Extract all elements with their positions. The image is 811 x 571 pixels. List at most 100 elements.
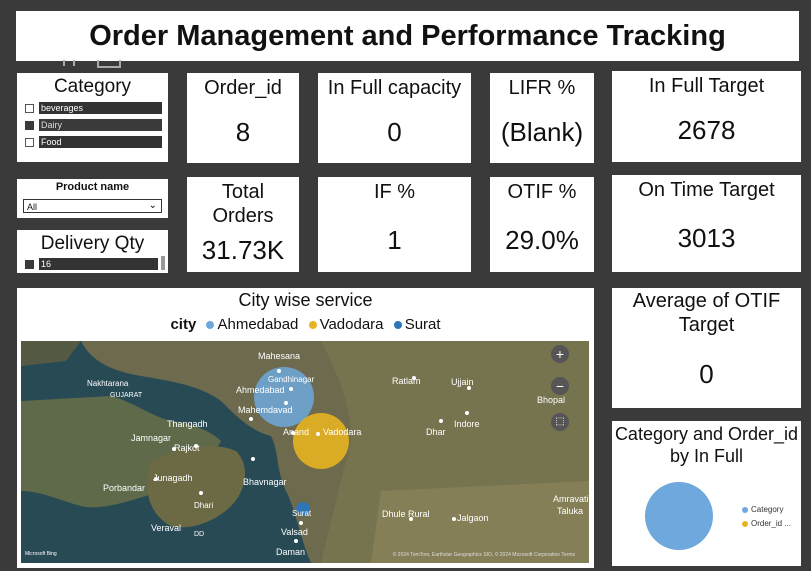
bing-logo: Microsoft Bing bbox=[25, 551, 57, 557]
delivery-item-label: 16 bbox=[39, 258, 158, 270]
kpi-value: 29.0% bbox=[505, 225, 579, 255]
map-place-label: Gandhinagar bbox=[268, 375, 315, 384]
scrollbar[interactable] bbox=[161, 256, 165, 270]
category-item-label: beverages bbox=[39, 102, 162, 114]
legend-item[interactable]: Surat bbox=[404, 316, 441, 333]
kpi-value: 0 bbox=[387, 117, 402, 147]
legend-item[interactable]: Vadodara bbox=[319, 316, 384, 333]
page-title: Order Management and Performance Trackin… bbox=[89, 19, 726, 52]
kpi-value: 3013 bbox=[677, 223, 736, 253]
kpi-label: Average of OTIF Target bbox=[632, 290, 781, 336]
kpi-avg-otif-target: Average of OTIF Target 0 bbox=[612, 288, 801, 408]
legend-dot-icon bbox=[742, 506, 748, 513]
checkbox-icon[interactable] bbox=[25, 137, 34, 147]
legend-dot-icon bbox=[308, 321, 317, 330]
bubble-surat bbox=[296, 502, 310, 516]
legend-title: city bbox=[170, 316, 197, 333]
map-place-label: Dhari bbox=[194, 501, 214, 510]
delivery-item[interactable]: 16 bbox=[25, 258, 158, 270]
map-place-label: Vadodara bbox=[323, 427, 362, 437]
map-title: City wise service bbox=[238, 290, 373, 310]
map-place-label: Surat bbox=[292, 509, 312, 518]
kpi-label: IF % bbox=[373, 181, 416, 203]
kpi-label: Order_id bbox=[204, 77, 282, 99]
map-place-label: Junagadh bbox=[153, 473, 193, 483]
map-place-label: Dhule Rural bbox=[382, 509, 430, 519]
filter-icon[interactable] bbox=[63, 60, 75, 66]
table-icon[interactable] bbox=[97, 60, 121, 68]
map-place-label: Ahmedabad bbox=[236, 385, 285, 395]
map-place-label: DD bbox=[194, 531, 205, 538]
category-item-food[interactable]: Food bbox=[25, 136, 162, 148]
legend-dot-icon bbox=[393, 321, 402, 330]
category-pie-visual: Category and Order_id by In Full Categor… bbox=[612, 421, 801, 566]
product-dropdown[interactable]: All ⌄ bbox=[23, 199, 162, 213]
kpi-label: OTIF % bbox=[507, 181, 577, 203]
kpi-value: 31.73K bbox=[201, 235, 285, 265]
delivery-slicer-title: Delivery Qty bbox=[40, 233, 145, 254]
pie-legend-item[interactable]: Category bbox=[742, 505, 783, 514]
map-place-label: Rajkot bbox=[174, 443, 200, 453]
product-slicer-title: Product name bbox=[55, 181, 130, 193]
checkbox-checked-icon[interactable] bbox=[25, 120, 34, 130]
bubble-ahmedabad bbox=[254, 367, 314, 427]
pie-legend-item[interactable]: Order_id ... bbox=[742, 519, 791, 528]
map-place-label: Mahesana bbox=[258, 351, 301, 361]
map-place-label: Nakhtarana bbox=[87, 379, 129, 388]
map-place-label: Daman bbox=[276, 547, 306, 557]
kpi-value: 0 bbox=[699, 359, 714, 389]
kpi-order-id: Order_id 8 bbox=[187, 73, 299, 163]
chevron-down-icon[interactable]: ⌄ bbox=[148, 200, 157, 211]
product-dropdown-value: All bbox=[27, 202, 38, 212]
kpi-value: (Blank) bbox=[500, 117, 584, 147]
map-place-label: Thangadh bbox=[167, 419, 208, 429]
zoom-in-button[interactable]: + bbox=[551, 345, 569, 363]
kpi-label: LIFR % bbox=[508, 77, 576, 99]
select-tool-button[interactable]: ⬚ bbox=[551, 413, 569, 431]
map-place-label: Dhar bbox=[426, 427, 446, 437]
category-item-dairy[interactable]: Dairy bbox=[25, 119, 162, 131]
kpi-label: Total Orders bbox=[212, 181, 274, 227]
checkbox-icon[interactable] bbox=[25, 103, 34, 113]
title-banner: Order Management and Performance Trackin… bbox=[16, 11, 799, 61]
map-place-label: Indore bbox=[454, 419, 480, 429]
kpi-on-time-target: On Time Target 3013 bbox=[612, 175, 801, 272]
zoom-out-button[interactable]: − bbox=[551, 377, 569, 395]
map-place-label: Valsad bbox=[281, 527, 308, 537]
kpi-otif: OTIF % 29.0% bbox=[490, 177, 594, 272]
kpi-total-orders: Total Orders 31.73K bbox=[187, 177, 299, 272]
legend-dot-icon bbox=[742, 520, 748, 527]
city-map-visual: City wise service city Ahmedabad Vadodar… bbox=[17, 288, 594, 568]
category-slicer: Category beverages Dairy Food bbox=[17, 73, 168, 162]
map-terrain[interactable] bbox=[21, 341, 589, 563]
kpi-if-pct: IF % 1 bbox=[318, 177, 471, 272]
kpi-value: 2678 bbox=[677, 115, 736, 145]
kpi-in-full-capacity: In Full capacity 0 bbox=[318, 73, 471, 163]
category-item-label: Dairy bbox=[39, 119, 162, 131]
legend-item[interactable]: Ahmedabad bbox=[217, 316, 299, 333]
pie-legend-label: Category bbox=[751, 505, 784, 514]
pie-chart[interactable] bbox=[612, 466, 801, 566]
category-item-beverages[interactable]: beverages bbox=[25, 102, 162, 114]
map-canvas[interactable]: Mahesana Gandhinagar Ahmedabad Mahemdava… bbox=[21, 341, 589, 563]
map-copyright[interactable]: © 2024 TomTom, Earthstar Geographics SIO… bbox=[392, 552, 575, 558]
checkbox-checked-icon[interactable] bbox=[25, 259, 34, 269]
map-place-label: Amravati bbox=[553, 494, 589, 504]
kpi-lifr: LIFR % (Blank) bbox=[490, 73, 594, 163]
kpi-value: 8 bbox=[235, 117, 251, 147]
map-place-label: Taluka bbox=[557, 506, 584, 516]
legend-dot-icon bbox=[206, 321, 215, 330]
map-place-label: Anand bbox=[283, 427, 310, 437]
bubble-vadodara bbox=[293, 413, 349, 469]
kpi-label: On Time Target bbox=[638, 179, 775, 201]
kpi-in-full-target: In Full Target 2678 bbox=[612, 71, 801, 162]
map-place-label: Jalgaon bbox=[457, 513, 489, 523]
map-place-label: Bhavnagar bbox=[243, 477, 287, 487]
map-place-label: Veraval bbox=[151, 523, 182, 533]
map-place-label: Bhopal bbox=[537, 395, 566, 405]
map-place-label: Porbandar bbox=[103, 483, 146, 493]
category-slicer-title: Category bbox=[53, 76, 132, 97]
delivery-slicer: Delivery Qty 16 bbox=[17, 230, 168, 273]
product-slicer: Product name All ⌄ bbox=[17, 179, 168, 218]
map-place-label: Ratlam bbox=[392, 376, 421, 386]
